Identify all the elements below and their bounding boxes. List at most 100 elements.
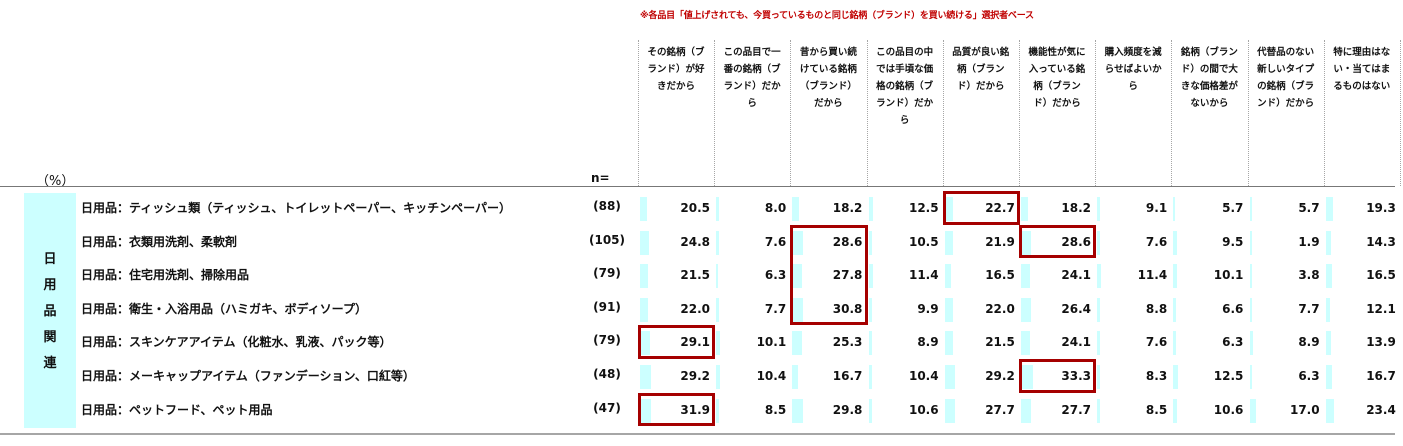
value-label: 27.7	[985, 402, 1015, 417]
value-bar	[944, 230, 953, 255]
value-bar	[640, 264, 648, 289]
value-label: 21.5	[680, 268, 710, 283]
column-header-line: （ブランド）	[799, 81, 857, 92]
value-bar	[792, 230, 803, 255]
value-bar	[792, 297, 804, 322]
column-header-line: ら	[899, 115, 910, 126]
column-header-line: 特に理由はな	[1333, 47, 1391, 58]
row-label: 日用品：衣類用洗剤、柔軟剤	[81, 234, 238, 249]
value-bar	[1173, 398, 1178, 423]
value-label: 11.4	[1137, 268, 1168, 283]
value-label: 10.5	[908, 234, 939, 249]
value-label: 29.2	[985, 369, 1015, 383]
value-label: 12.1	[1366, 301, 1396, 316]
value-label: 9.9	[917, 301, 939, 316]
column-header-7: 購入頻度を減 らせばよいから	[1095, 44, 1171, 95]
value-label: 16.7	[832, 369, 863, 383]
highlight-box	[638, 325, 716, 359]
value-bar	[716, 297, 719, 322]
value-label: 6.3	[1222, 335, 1244, 350]
value-bar	[792, 331, 802, 356]
value-bar	[1325, 230, 1331, 255]
column-separator	[638, 40, 639, 186]
value-bar	[640, 197, 648, 221]
value-label: 5.7	[1298, 201, 1320, 215]
column-header-line: その銘柄（ブ	[647, 47, 705, 58]
column-header-line: 番の銘柄（ブ	[723, 64, 781, 75]
value-label: 16.5	[1366, 268, 1396, 283]
value-label: 20.5	[680, 201, 710, 215]
value-bar	[1325, 264, 1332, 289]
value-bar	[1097, 331, 1100, 356]
column-separator	[1095, 40, 1097, 186]
value-label: 21.5	[985, 335, 1015, 350]
value-bar	[792, 365, 799, 389]
value-bar	[640, 331, 651, 356]
value-label: 10.6	[1213, 402, 1244, 417]
column-header-line: ド）の間で大	[1180, 64, 1238, 75]
value-bar	[1021, 331, 1030, 356]
category-char: 品	[43, 304, 57, 319]
column-header-line: きな価格差が	[1180, 81, 1238, 92]
value-bar	[1021, 398, 1031, 423]
value-bar	[1097, 398, 1101, 423]
column-header-line: ド）だから	[957, 81, 1005, 92]
row-n: (48)	[593, 367, 621, 381]
category-char: 用	[43, 278, 57, 293]
value-bar	[792, 264, 803, 289]
base-note: ※各品目「値上げされても、今買っているものと同じ銘柄（ブランド）を買い続ける」選…	[640, 11, 1034, 21]
value-label: 16.5	[985, 268, 1015, 283]
value-label: 29.1	[680, 335, 710, 350]
row-n: (47)	[593, 400, 621, 415]
value-label: 24.8	[680, 234, 710, 249]
value-label: 22.7	[985, 201, 1015, 215]
value-label: 33.3	[1061, 369, 1091, 383]
value-label: 1.9	[1298, 234, 1320, 249]
column-separator	[790, 40, 792, 186]
value-label: 6.3	[764, 268, 787, 283]
column-header-line: だから	[814, 98, 843, 109]
column-separator	[1019, 40, 1020, 186]
value-label: 22.0	[680, 301, 710, 316]
value-label: 8.9	[917, 335, 939, 350]
value-label: 10.4	[908, 369, 939, 383]
value-label: 21.9	[985, 234, 1015, 249]
value-label: 7.7	[764, 301, 787, 316]
value-label: 7.6	[1145, 234, 1168, 249]
value-label: 7.7	[1298, 301, 1320, 316]
value-bar	[1325, 398, 1335, 423]
column-separator	[714, 40, 716, 186]
value-bar	[1249, 365, 1252, 389]
column-separator	[1323, 40, 1325, 186]
value-bar	[868, 398, 873, 423]
row-n: (79)	[593, 266, 621, 281]
value-bar	[868, 197, 874, 221]
value-label: 29.2	[680, 369, 710, 383]
unit-label: （%）	[36, 174, 75, 189]
value-bar	[944, 197, 953, 221]
value-bar	[792, 197, 799, 221]
value-label: 18.2	[832, 201, 863, 215]
value-label: 27.7	[1061, 402, 1091, 417]
value-bar	[1173, 197, 1176, 221]
value-bar	[1173, 264, 1178, 289]
value-bar	[944, 331, 953, 356]
value-bar	[640, 398, 652, 423]
column-header-line: い・当てはま	[1333, 64, 1391, 75]
value-label: 26.4	[1061, 301, 1091, 316]
value-bar	[1173, 331, 1176, 356]
column-header-line: 格の銘柄（ブ	[876, 81, 934, 92]
value-label: 8.5	[764, 402, 787, 417]
column-header-line: 機能性が気に	[1028, 47, 1086, 58]
column-header-10: 特に理由はな い・当てはま るものはない	[1324, 44, 1400, 95]
value-label: 16.7	[1366, 369, 1396, 383]
value-label: 24.1	[1061, 335, 1091, 350]
value-label: 23.4	[1366, 402, 1396, 417]
row-label: 日用品：衛生・入浴用品（ハミガキ、ボディソープ）	[81, 301, 367, 316]
value-bar	[1021, 197, 1028, 221]
value-label: 6.6	[1222, 301, 1244, 316]
column-header-1: その銘柄（ブ ランド）が好 きだから	[638, 44, 714, 95]
value-bar	[944, 264, 951, 289]
value-label: 3.8	[1298, 268, 1320, 283]
value-label: 12.5	[908, 201, 939, 215]
